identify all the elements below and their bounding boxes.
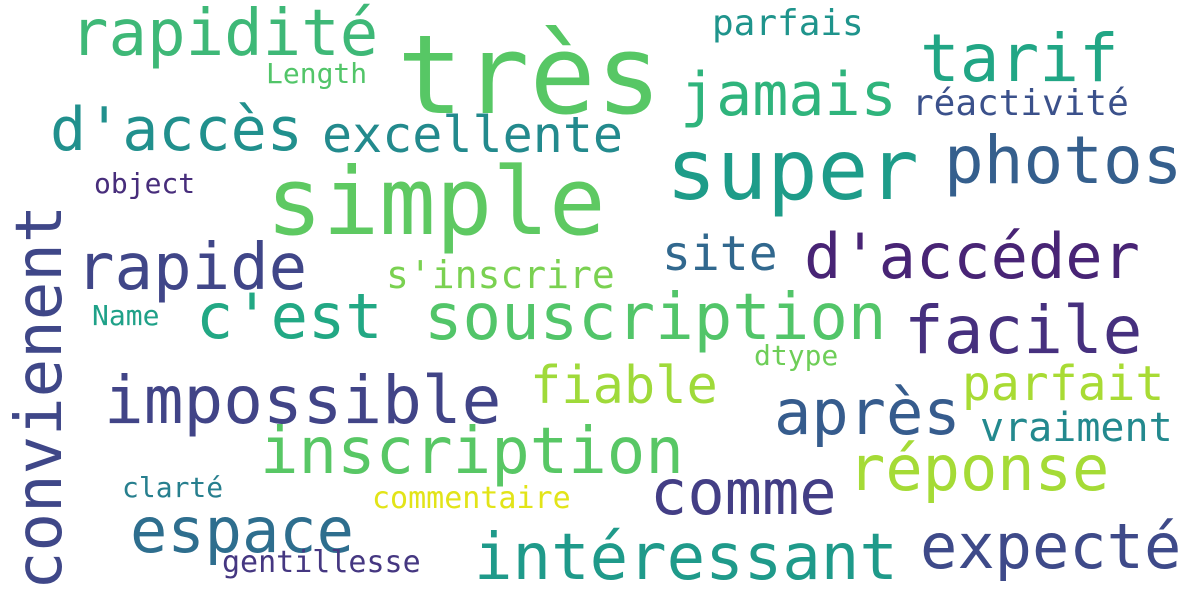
word-facile: facile [904, 292, 1143, 369]
word-inscription: inscription [260, 415, 684, 489]
word-rapide: rapide [76, 231, 308, 305]
word-gentillesse: gentillesse [222, 545, 421, 580]
word-parfais: parfais [712, 3, 864, 44]
word-object: object [94, 167, 196, 200]
word-jamais: jamais [680, 60, 897, 130]
word-d-acceder: d'accéder [804, 220, 1140, 293]
word-photos: photos [944, 122, 1183, 199]
word-c-est: c'est [196, 280, 383, 353]
word-excellente: excellente [322, 106, 624, 164]
word-fiable: fiable [530, 356, 718, 416]
word-length: Length [266, 57, 368, 90]
word-rapidite: rapidité [70, 0, 379, 71]
word-tarif: tarif [920, 20, 1119, 97]
word-vraiment: vraiment [980, 405, 1173, 451]
word-simple: simple [266, 148, 606, 257]
word-souscription: souscription [424, 281, 887, 355]
word-clarte: clarté [122, 471, 224, 504]
word-s-inscrire: s'inscrire [386, 253, 615, 297]
word-espace: espace [130, 494, 354, 567]
word-tres: très [397, 11, 662, 139]
word-reactivite: réactivité [912, 83, 1129, 124]
word-dtype: dtype [754, 339, 839, 372]
word-apres: après [774, 376, 961, 449]
word-convienent: convienent [3, 204, 77, 590]
word-commentaire: commentaire [372, 481, 571, 516]
word-impossible: impossible [104, 362, 502, 439]
word-interessant: intéressant [474, 521, 898, 595]
word-comme: comme [650, 456, 837, 529]
word-site: site [662, 226, 778, 282]
word-reponse: réponse [848, 432, 1110, 505]
word-parfait: parfait [962, 356, 1165, 412]
word-expecte: expecté [920, 510, 1182, 583]
word-d-acces: d'accès [50, 95, 303, 165]
word-super: super [666, 121, 919, 219]
word-name: Name [92, 299, 160, 332]
